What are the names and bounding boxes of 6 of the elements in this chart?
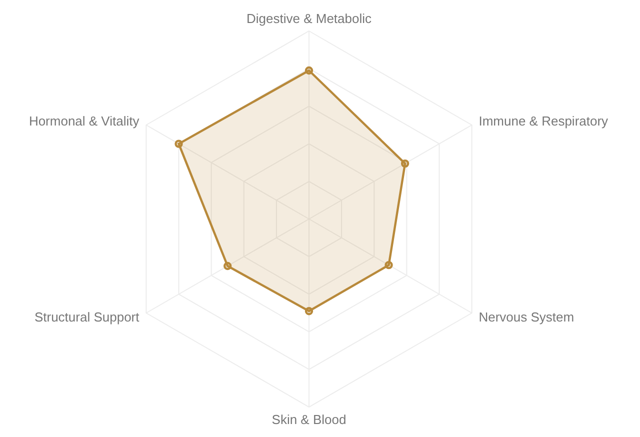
spoke-label: Skin & Blood bbox=[272, 412, 346, 428]
spoke-label: Hormonal & Vitality bbox=[28, 114, 140, 129]
spoke-label: Nervous System bbox=[478, 310, 574, 325]
spoke-label: Immune & Respiratory bbox=[478, 114, 609, 129]
spoke-label: Digestive & Metabolic bbox=[246, 11, 372, 26]
spoke-label: Structural Support bbox=[34, 310, 140, 325]
